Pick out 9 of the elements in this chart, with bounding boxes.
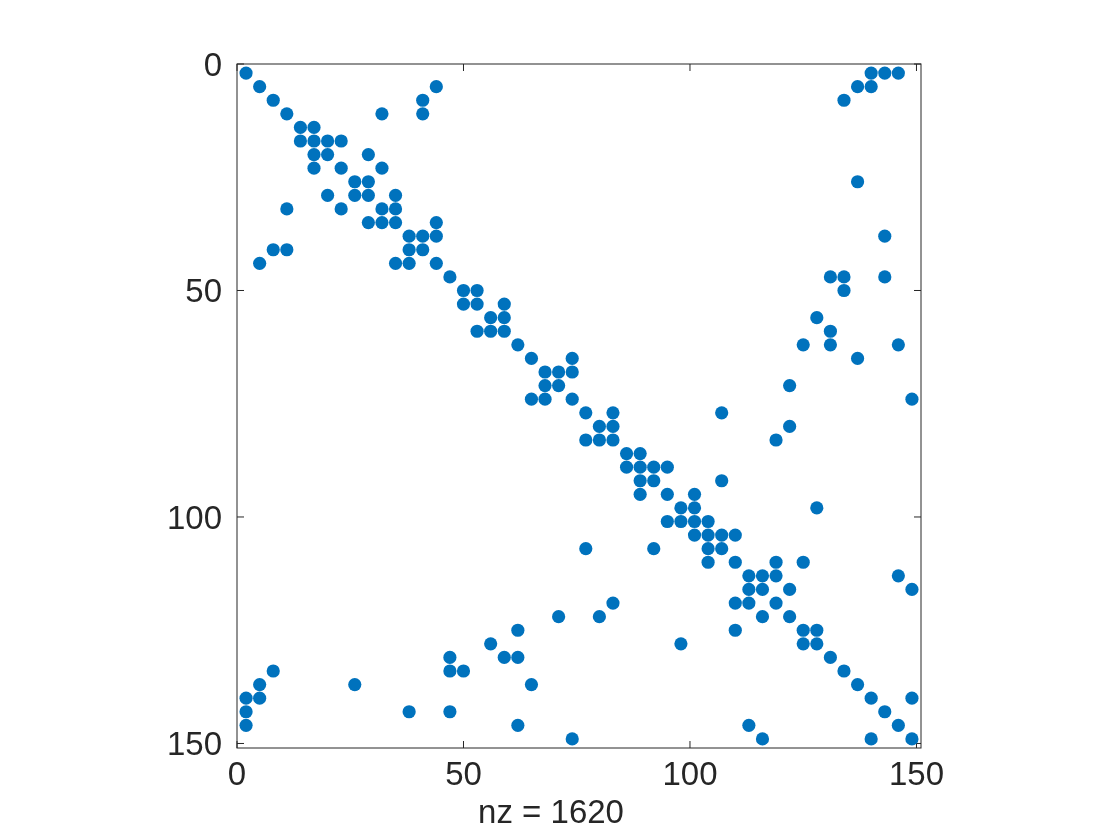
y-tick-label: 50 [185,272,222,310]
x-tick-label: 0 [227,755,247,792]
x-tick-label: 100 [662,755,718,792]
y-tick-label: 100 [166,498,222,536]
x-axis-title: nz = 1620 [478,793,624,830]
x-tick-label: 50 [445,755,482,792]
y-tick-label: 150 [166,725,222,763]
x-tick-label: 150 [888,755,944,792]
y-tick-label: 0 [203,45,222,83]
